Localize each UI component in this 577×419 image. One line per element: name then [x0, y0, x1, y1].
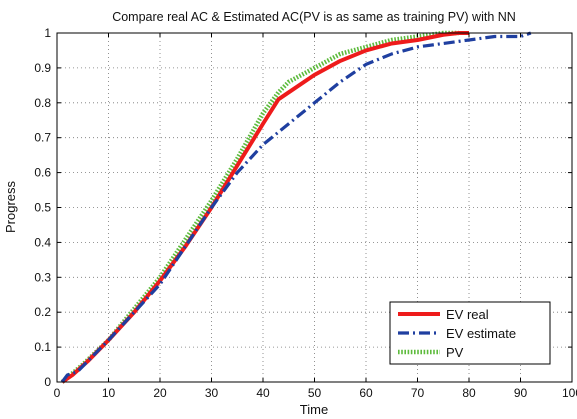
x-tick-label: 50 [308, 386, 322, 400]
x-tick-label: 30 [205, 386, 219, 400]
y-tick-label: 0.4 [34, 235, 51, 249]
x-tick-label: 70 [411, 386, 425, 400]
x-axis-label: Time [300, 402, 328, 417]
x-tick-label: 80 [462, 386, 476, 400]
axis-ticks: 0 10 20 30 40 50 60 70 80 90 100 0 0.1 0.2 0.3 0.4 0.5 0.… [34, 26, 577, 400]
y-axis-label: Progress [3, 180, 18, 233]
x-tick-label: 20 [153, 386, 167, 400]
x-tick-label: 0 [54, 386, 61, 400]
series-ev-estimate-line [60, 31, 532, 383]
y-tick-label: 1 [44, 26, 51, 40]
y-tick-label: 0.5 [34, 201, 51, 215]
legend-label: EV real [446, 307, 489, 322]
x-tick-label: 10 [102, 386, 116, 400]
x-tick-label: 40 [256, 386, 270, 400]
y-tick-label: 0.2 [34, 305, 51, 319]
x-tick-label: 90 [514, 386, 528, 400]
series-layer [60, 30, 532, 384]
y-tick-label: 0.8 [34, 96, 51, 110]
chart-title: Compare real AC & Estimated AC(PV is as … [112, 10, 516, 24]
legend: EV real EV estimate PV [389, 301, 551, 365]
x-tick-label: 100 [562, 386, 577, 400]
y-tick-label: 0.7 [34, 131, 51, 145]
legend-label: PV [446, 345, 464, 360]
y-tick-label: 0.3 [34, 270, 51, 284]
y-tick-label: 0.9 [34, 61, 51, 75]
y-tick-label: 0.6 [34, 166, 51, 180]
y-tick-label: 0.1 [34, 340, 51, 354]
x-tick-label: 60 [359, 386, 373, 400]
y-tick-label: 0 [44, 375, 51, 389]
legend-label: EV estimate [446, 326, 516, 341]
